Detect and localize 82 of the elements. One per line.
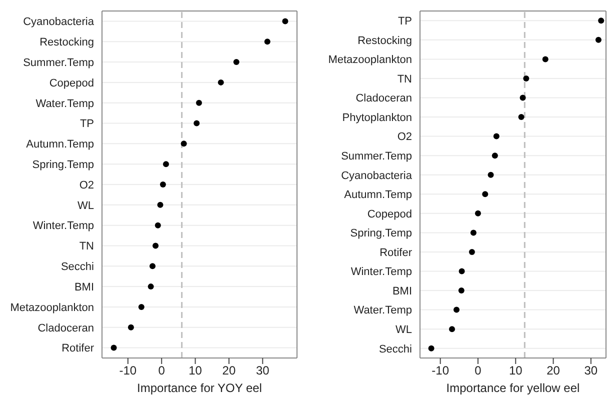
x-tick-label: 0 (474, 364, 482, 378)
x-tick-label: 30 (256, 364, 270, 378)
point (488, 172, 494, 178)
point (154, 222, 161, 228)
y-tick-label: Copepod (367, 208, 412, 220)
point (428, 345, 434, 352)
point (194, 120, 200, 126)
point (157, 202, 164, 208)
point (148, 284, 154, 290)
point (196, 100, 202, 106)
y-tick-label: Cyanobacteria (341, 170, 413, 182)
point (264, 38, 270, 45)
point (180, 140, 187, 147)
x-tick-label: 30 (584, 364, 598, 378)
point (542, 56, 548, 62)
x-tick-label: 20 (222, 364, 236, 378)
y-tick-label: Restocking (40, 36, 94, 49)
x-tick-label: -10 (432, 364, 450, 378)
y-tick-label: Spring.Temp (350, 228, 412, 240)
y-tick-label: Metazooplankton (10, 302, 94, 314)
point (493, 133, 500, 140)
y-tick-label: Rotifer (62, 342, 94, 355)
y-tick-label: Autumn.Temp (344, 189, 412, 202)
y-tick-label: Phytoplankton (342, 112, 412, 124)
y-tick-label: Winter.Temp (32, 220, 94, 232)
x-axis-title: Importance for YOY eel (137, 381, 262, 395)
y-tick-label: Metazooplankton (328, 54, 412, 66)
y-tick-label: Cladoceran (38, 322, 94, 334)
y-tick-label: TN (79, 240, 94, 253)
point (449, 326, 456, 332)
x-tick-label: 0 (158, 364, 166, 378)
point (598, 18, 604, 24)
y-tick-label: Water.Temp (36, 98, 94, 110)
y-tick-label: TN (397, 73, 412, 86)
point (458, 268, 465, 274)
y-tick-label: Autumn.Temp (26, 138, 94, 151)
y-tick-label: Cyanobacteria (23, 16, 95, 28)
y-tick-label: Summer.Temp (341, 150, 412, 162)
point (160, 182, 166, 188)
y-tick-label: BMI (74, 281, 94, 294)
point (518, 114, 524, 120)
point (138, 304, 144, 310)
y-tick-label: TP (80, 118, 94, 130)
y-tick-label: Secchi (378, 343, 412, 356)
x-tick-label: 20 (546, 364, 560, 378)
y-tick-label: Secchi (60, 261, 94, 274)
point (162, 161, 169, 168)
point (520, 94, 526, 101)
y-tick-label: O2 (397, 131, 412, 144)
point (482, 191, 488, 198)
point (150, 263, 156, 270)
x-tick-label: -10 (119, 364, 137, 378)
point (474, 210, 481, 216)
point (128, 324, 134, 330)
y-tick-label: Rotifer (380, 246, 412, 259)
y-tick-label: Spring.Temp (32, 158, 94, 171)
x-tick-label: 10 (188, 364, 202, 378)
x-tick-label: 10 (508, 364, 523, 378)
point (595, 36, 602, 43)
point (492, 152, 498, 159)
y-tick-label: BMI (392, 285, 412, 298)
point (454, 306, 460, 313)
point (458, 288, 464, 294)
y-tick-label: O2 (79, 179, 94, 192)
y-tick-label: Restocking (358, 34, 412, 47)
y-tick-label: Winter.Temp (350, 266, 412, 278)
point (523, 75, 530, 82)
y-tick-label: Summer.Temp (23, 56, 94, 69)
point (233, 59, 240, 66)
y-tick-label: Cladoceran (356, 92, 412, 105)
y-tick-label: Copepod (49, 77, 94, 90)
y-tick-label: WL (396, 324, 412, 336)
point (470, 230, 476, 236)
x-axis-title: Importance for yellow eel (446, 381, 580, 395)
point (152, 242, 159, 249)
point (110, 344, 117, 351)
y-tick-label: TP (398, 16, 412, 28)
y-tick-label: Water.Temp (354, 304, 412, 317)
point (282, 18, 288, 24)
point (468, 248, 475, 255)
y-tick-label: WL (78, 200, 94, 212)
point (218, 79, 224, 86)
